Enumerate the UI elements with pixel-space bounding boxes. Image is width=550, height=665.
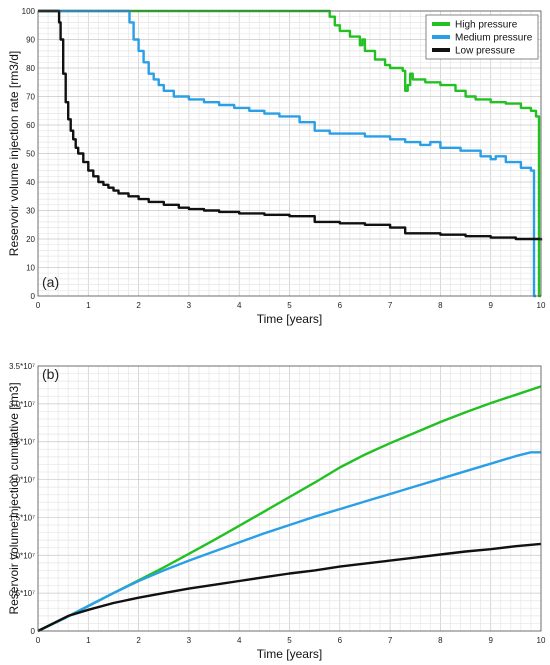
series-line-low-pressure xyxy=(38,9,543,241)
panel-b-label: (b) xyxy=(42,366,59,382)
panel-a-grid xyxy=(37,10,542,297)
panel-a-frame xyxy=(37,10,542,297)
x-tick-label: 2 xyxy=(136,301,141,310)
panel-b-frame xyxy=(37,365,542,632)
panel-a-series xyxy=(38,9,543,298)
y-tick-label: 1.0*10⁷ xyxy=(9,551,35,560)
y-tick-label: 50 xyxy=(26,150,35,159)
y-tick-label: 2.5*10⁷ xyxy=(9,438,35,447)
y-tick-label: 3.0*10⁷ xyxy=(9,400,35,409)
series-line-medium-pressure xyxy=(38,9,536,298)
legend-label-high-pressure: High pressure xyxy=(455,20,518,31)
panel-b-series xyxy=(37,385,542,633)
panel-a-legend: High pressure Medium pressure Low pressu… xyxy=(425,14,539,60)
x-tick-label: 1 xyxy=(86,301,91,310)
y-tick-label: 0 xyxy=(31,627,36,636)
y-tick-label: 10 xyxy=(26,264,35,273)
x-tick-label: 1 xyxy=(86,636,91,645)
y-tick-label: 2.0*10⁷ xyxy=(9,476,35,485)
x-tick-label: 6 xyxy=(338,301,343,310)
series-line-medium-pressure xyxy=(37,451,541,633)
panel-a-x-axis-label: Time [years] xyxy=(257,312,323,326)
legend-label-medium-pressure: Medium pressure xyxy=(455,33,533,44)
x-tick-label: 0 xyxy=(36,636,41,645)
y-tick-label: 1.5*10⁷ xyxy=(9,513,35,522)
series-line-high-pressure xyxy=(38,9,541,298)
panel-b-cumulative-chart: 0 1 2 3 4 5 6 7 8 9 10 0 0.5*10⁷ 1.0*10⁷ 1.5*10⁷ 2.0*10… xyxy=(7,362,546,661)
x-tick-label: 9 xyxy=(488,301,493,310)
y-tick-label: 70 xyxy=(26,93,35,102)
x-tick-label: 5 xyxy=(287,636,292,645)
x-tick-label: 10 xyxy=(537,301,546,310)
x-tick-label: 8 xyxy=(438,636,443,645)
y-tick-label: 0.5*10⁷ xyxy=(9,589,35,598)
series-line-low-pressure xyxy=(37,542,542,633)
legend-label-low-pressure: Low pressure xyxy=(455,46,515,57)
y-tick-label: 40 xyxy=(26,178,35,187)
x-tick-label: 4 xyxy=(237,301,242,310)
x-tick-label: 5 xyxy=(287,301,292,310)
y-tick-label: 30 xyxy=(26,207,35,216)
y-tick-label: 100 xyxy=(22,7,36,16)
y-tick-label: 60 xyxy=(26,121,35,130)
x-tick-label: 7 xyxy=(388,636,393,645)
x-tick-label: 8 xyxy=(438,301,443,310)
x-tick-label: 6 xyxy=(338,636,343,645)
panel-a-label: (a) xyxy=(42,274,59,290)
x-tick-label: 0 xyxy=(36,301,41,310)
x-tick-label: 9 xyxy=(488,636,493,645)
x-tick-label: 3 xyxy=(187,301,192,310)
x-tick-label: 10 xyxy=(537,636,546,645)
y-tick-label: 80 xyxy=(26,64,35,73)
y-tick-label: 20 xyxy=(26,235,35,244)
y-tick-label: 0 xyxy=(31,292,36,301)
panel-b-y-axis-label: Reservoir volume injection cumulative [r… xyxy=(7,382,21,614)
x-tick-label: 4 xyxy=(237,636,242,645)
panel-b-x-axis-label: Time [years] xyxy=(257,647,323,661)
panel-b-tick-labels: 0 1 2 3 4 5 6 7 8 9 10 0 0.5*10⁷ 1.0*10⁷ 1.5*10⁷ 2.0*10… xyxy=(9,362,546,645)
y-tick-label: 90 xyxy=(26,36,35,45)
x-tick-label: 7 xyxy=(388,301,393,310)
panel-a-y-axis-label: Reservoir volume injection rate [rm3/d] xyxy=(7,51,21,256)
x-tick-label: 3 xyxy=(187,636,192,645)
y-tick-label: 3.5*10⁷ xyxy=(9,362,35,371)
x-tick-label: 2 xyxy=(136,636,141,645)
